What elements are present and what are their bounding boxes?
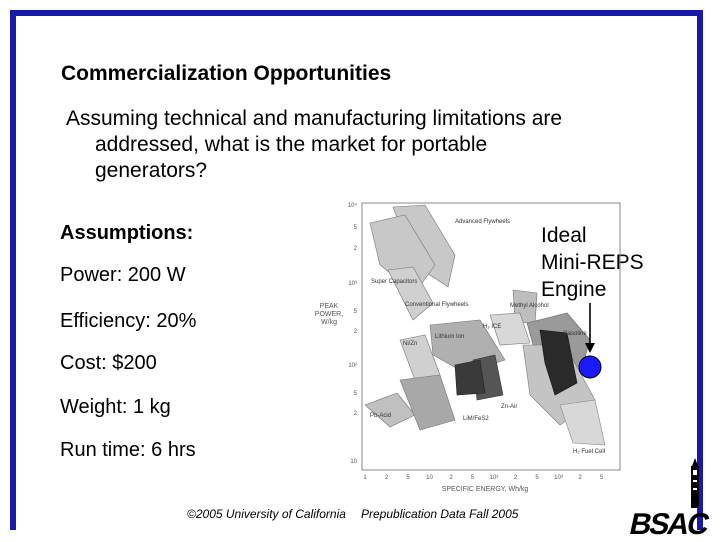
- label-h2-fuel-cell: H₂ Fuel Cell: [573, 449, 605, 455]
- y-tick-label: 10³: [348, 281, 357, 287]
- y-tick-label: 5: [354, 309, 358, 315]
- region-lim-fes2: [454, 359, 486, 396]
- ragone-plot: 10⁴ 5 2 10³ 5 2 10² 5 2 10 1 2 5 10 2 5 10² 2 5 10³ 2 5 PEAK…: [315, 202, 621, 493]
- assumption-weight: Weight: 1 kg: [60, 396, 171, 418]
- label-super-capacitors: Super Capacitors: [371, 279, 417, 285]
- slide-frame: [10, 10, 703, 530]
- lead-question: Assuming technical and manufacturing lim…: [66, 106, 666, 184]
- x-tick-label: 1: [363, 475, 367, 481]
- label-conventional-flywheels: Conventional Flywheels: [405, 302, 468, 308]
- y-axis-label-line-2: POWER,: [315, 311, 343, 318]
- label-lim-fes2: LiM/FeS2: [463, 416, 489, 422]
- y-tick-label: 2: [354, 329, 358, 335]
- x-tick-label: 2: [449, 475, 453, 481]
- x-tick-label: 5: [406, 475, 410, 481]
- x-tick-label: 2: [514, 475, 518, 481]
- y-tick-labels: 10⁴ 5 2 10³ 5 2 10² 5 2 10: [348, 202, 358, 465]
- footer-note: Prepublication Data Fall 2005: [361, 507, 519, 521]
- y-tick-label: 10²: [348, 363, 357, 369]
- ideal-engine-point: [578, 355, 602, 379]
- label-nizn: Ni/Zn: [403, 341, 417, 347]
- callout-line-3: Engine: [541, 278, 607, 301]
- x-tick-label: 10: [426, 475, 433, 481]
- region-super-capacitors: [369, 214, 436, 294]
- y-axis-label: PEAK POWER, W/kg: [315, 303, 343, 326]
- callout-line-2: Mini-REPS: [541, 251, 644, 274]
- x-tick-label: 5: [535, 475, 539, 481]
- plot-frame: [361, 202, 621, 471]
- bsac-logo: BSAC: [626, 508, 711, 541]
- x-tick-label: 10³: [554, 475, 563, 481]
- label-zn-air: Zn-Air: [501, 404, 517, 410]
- x-tick-labels: 1 2 5 10 2 5 10² 2 5 10³ 2 5: [363, 475, 604, 481]
- callout-line-1: Ideal: [541, 224, 587, 247]
- y-axis-label-line-3: W/kg: [321, 319, 337, 326]
- campanile-tower-icon: [691, 458, 699, 508]
- slide-title: Commercialization Opportunities: [61, 62, 392, 85]
- callout-arrow-head: [585, 343, 595, 353]
- footer-copyright: ©2005 University of California: [187, 507, 346, 521]
- label-advanced-flywheels: Advanced Flywheels: [455, 219, 510, 225]
- x-tick-label: 5: [471, 475, 475, 481]
- y-tick-label: 5: [354, 225, 358, 231]
- y-tick-label: 2: [354, 246, 358, 252]
- y-tick-label: 2: [354, 411, 358, 417]
- y-tick-label: 10⁴: [348, 202, 358, 209]
- lead-line-2: addressed, what is the market for portab…: [95, 133, 488, 156]
- region-labels: Advanced Flywheels Super Capacitors Conv…: [370, 219, 605, 455]
- region-h2-ice: [489, 312, 531, 346]
- y-tick-label: 5: [354, 391, 358, 397]
- x-tick-label: 2: [385, 475, 389, 481]
- label-pb-acid: Pb-Acid: [370, 413, 391, 419]
- assumption-runtime: Run time: 6 hrs: [60, 439, 196, 461]
- label-gasoline: Gasoline: [563, 331, 587, 337]
- x-tick-label: 2: [578, 475, 582, 481]
- region-h2-fuel-cell: [559, 399, 606, 446]
- region-ideal-engine: [539, 329, 578, 396]
- label-h2-ice: H₂ ICE: [483, 324, 501, 330]
- y-tick-label: 10: [350, 459, 357, 465]
- x-tick-label: 10²: [490, 475, 499, 481]
- lead-line-1: Assuming technical and manufacturing lim…: [66, 107, 563, 130]
- x-tick-label: 5: [600, 475, 604, 481]
- label-methyl-alcohol: Methyl Alcohol: [510, 303, 549, 309]
- ideal-engine-callout: Ideal Mini-REPS Engine: [541, 222, 644, 303]
- y-axis-label-line-1: PEAK: [320, 303, 339, 310]
- assumptions-heading: Assumptions:: [60, 222, 194, 244]
- x-axis-label: SPECIFIC ENERGY, Wh/kg: [442, 486, 529, 493]
- region-batteries-lower: [399, 374, 456, 431]
- assumption-cost: Cost: $200: [60, 352, 157, 374]
- assumption-power: Power: 200 W: [60, 264, 186, 286]
- label-lithium-ion: Lithium Ion: [435, 334, 464, 340]
- lead-line-3: generators?: [95, 159, 208, 182]
- assumption-efficiency: Efficiency: 20%: [60, 310, 197, 332]
- region-conventional-flywheels: [387, 266, 434, 321]
